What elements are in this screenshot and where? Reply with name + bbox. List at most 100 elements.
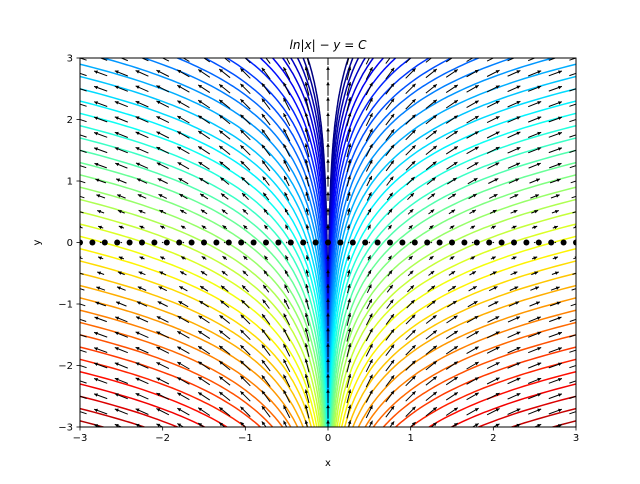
zero-marker [474, 240, 480, 246]
zero-line-markers [77, 240, 579, 246]
zero-marker [288, 240, 294, 246]
zero-marker [189, 240, 195, 246]
arrow-head [579, 347, 583, 350]
zero-marker [350, 240, 356, 246]
zero-marker [238, 240, 244, 246]
zero-marker [164, 240, 170, 246]
zero-marker [548, 240, 554, 246]
zero-marker [325, 240, 331, 246]
zero-marker [561, 240, 567, 246]
arrow-head [575, 226, 579, 229]
arrow-head [76, 194, 80, 197]
contour-line [80, 310, 307, 462]
zero-marker [536, 240, 542, 246]
chart-title: ln|x| − y = C [290, 38, 368, 52]
arrow-head [579, 101, 583, 104]
arrow-head [575, 256, 579, 259]
arrow-head [577, 194, 581, 197]
arrow-head [579, 332, 583, 335]
zero-marker [151, 240, 157, 246]
x-axis-label: x [325, 458, 331, 469]
zero-marker [263, 240, 269, 246]
arrow-head [73, 101, 77, 104]
zero-marker [424, 240, 430, 246]
arrow-head [326, 128, 330, 132]
zero-marker [437, 240, 443, 246]
contour-line [374, 359, 576, 463]
arrow-head [326, 82, 330, 86]
contour-line [80, 372, 272, 463]
contour-line [432, 409, 576, 463]
arrow-head [75, 302, 79, 305]
zero-marker [313, 240, 319, 246]
zero-marker [461, 240, 467, 246]
zero-marker [114, 240, 120, 246]
arrow-head [578, 163, 582, 166]
contour-line [80, 396, 243, 462]
y-axis-label: y [32, 239, 43, 245]
contour-line [413, 396, 576, 462]
arrow-head [579, 86, 583, 89]
zero-marker [176, 240, 182, 246]
arrow-head [73, 409, 77, 412]
arrow-shaft [369, 242, 370, 243]
arrow-shaft [162, 242, 163, 243]
arrow-head [76, 287, 80, 290]
arrow-head [577, 287, 581, 290]
arrow-shaft [100, 242, 101, 243]
contour-line [513, 446, 576, 464]
zero-marker [486, 240, 492, 246]
zero-marker [399, 240, 405, 246]
arrow-head [369, 52, 372, 56]
arrow-head [73, 378, 77, 381]
arrow-head [77, 226, 81, 229]
arrow-head [579, 71, 583, 74]
arrow-head [75, 179, 79, 182]
contour-line [345, 298, 576, 463]
y-tick-label: 1 [67, 177, 73, 188]
arrow-head [577, 302, 581, 305]
x-tick-label: −2 [155, 433, 170, 444]
arrow-head [73, 132, 77, 135]
arrow-shaft [493, 242, 494, 243]
arrow-head [219, 54, 223, 58]
arrow-head [73, 347, 77, 350]
contour-line [80, 409, 224, 463]
arrow-head [326, 66, 330, 70]
x-tick-label: 0 [325, 433, 331, 444]
arrow-head [326, 97, 330, 101]
arrow-head [77, 256, 81, 259]
arrow-head [454, 54, 458, 57]
y-tick-label: 2 [67, 115, 73, 126]
contour-line [107, 22, 327, 408]
y-tick-label: −2 [58, 361, 73, 372]
zero-marker [412, 240, 418, 246]
y-tick-label: −1 [58, 300, 73, 311]
zero-marker [499, 240, 505, 246]
arrow-head [73, 332, 77, 335]
contour-line [384, 372, 576, 463]
zero-marker [201, 240, 207, 246]
contour-line [80, 446, 143, 464]
arrow-head [74, 163, 78, 166]
arrow-head [579, 424, 583, 427]
arrow-head [73, 71, 77, 74]
zero-marker [275, 240, 281, 246]
zero-marker [89, 240, 95, 246]
y-tick-label: −3 [58, 423, 73, 434]
arrow-head [577, 179, 581, 182]
arrow-head [326, 192, 330, 196]
zero-marker [362, 240, 368, 246]
arrow-shaft [121, 242, 122, 243]
zero-marker [226, 240, 232, 246]
arrow-head [74, 317, 78, 320]
zero-marker [523, 240, 529, 246]
zero-marker [102, 240, 108, 246]
x-tick-label: −1 [238, 433, 253, 444]
arrow-head [73, 393, 77, 396]
arrow-head [177, 55, 181, 58]
arrow-shaft [183, 242, 184, 243]
arrow-head [73, 86, 77, 89]
